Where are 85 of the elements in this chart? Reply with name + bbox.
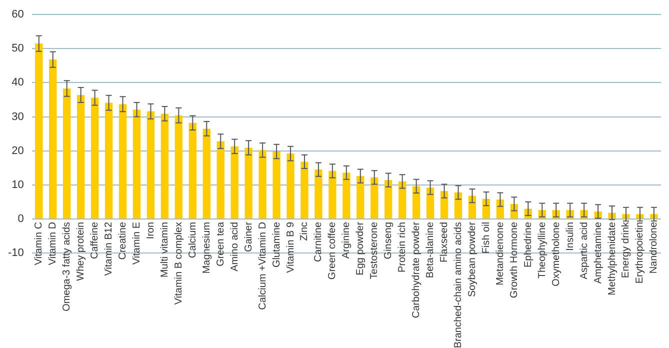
bar xyxy=(104,102,113,218)
x-tick-label: Iron xyxy=(145,222,156,240)
x-tick-label: Multi vitamin xyxy=(159,222,170,278)
x-tick-label: Beta-alanine xyxy=(425,222,436,278)
y-tick-label: -10 xyxy=(8,247,24,260)
x-tick-label: Protein rich xyxy=(397,222,408,273)
bar xyxy=(286,154,294,218)
x-tick-label: Erythropoietin xyxy=(634,222,646,284)
x-tick-label: Vitamin B12 xyxy=(104,222,115,276)
x-tick-label: Glutamine xyxy=(271,222,282,268)
x-tick-label: Ephedrine xyxy=(522,222,534,268)
x-tick-label: Flaxseed xyxy=(439,222,450,263)
bar xyxy=(118,104,127,218)
x-tick-label: Amphetamine xyxy=(592,222,604,284)
x-tick-label: Calcium xyxy=(187,222,198,258)
x-tick-label: Methylphenidate xyxy=(606,222,618,296)
x-tick-label: Insulin xyxy=(564,222,576,251)
x-tick-label: Whey protein xyxy=(76,222,87,281)
x-tick-label: Testosterone xyxy=(369,222,380,280)
bar xyxy=(230,146,238,218)
bar xyxy=(63,88,71,218)
bar xyxy=(440,191,448,218)
x-tick-label: Nandrolone xyxy=(648,222,660,274)
x-tick-label: Vitamin E xyxy=(131,222,142,265)
bar xyxy=(370,177,378,218)
bar xyxy=(342,172,350,218)
x-tick-label: Soybean powder xyxy=(466,221,478,298)
y-tick-label: 60 xyxy=(12,8,24,21)
bar xyxy=(258,150,266,218)
bar xyxy=(244,148,252,218)
bar xyxy=(398,181,406,218)
x-tick-label: Branched-chain amino acids xyxy=(453,222,464,348)
x-tick-label: Carnitine xyxy=(313,222,324,262)
x-tick-label: Vitamin B 9 xyxy=(285,222,296,273)
x-tick-label: Carbohydrate powder xyxy=(411,221,422,318)
bar xyxy=(412,186,420,218)
bar xyxy=(49,60,57,218)
x-tick-label: Arginine xyxy=(341,222,352,259)
x-tick-label: Egg powder xyxy=(355,221,366,276)
bar xyxy=(328,170,336,218)
bar xyxy=(174,115,183,218)
x-tick-label: Vitamin D xyxy=(48,222,59,266)
x-tick-label: Oxymetholone xyxy=(550,222,562,286)
y-tick-label: 20 xyxy=(12,144,24,157)
bar xyxy=(188,122,196,218)
x-tick-label: Calcium +Vitamin D xyxy=(257,222,268,310)
y-tick-label: 10 xyxy=(12,178,24,191)
bar xyxy=(468,196,476,218)
x-tick-label: Gainer xyxy=(243,221,254,252)
x-tick-label: Creatine xyxy=(118,222,129,260)
bar xyxy=(90,98,99,218)
bar xyxy=(202,128,210,218)
y-tick-label: 0 xyxy=(18,212,24,225)
x-tick-label: Amino acid xyxy=(229,222,240,272)
bar xyxy=(300,162,308,218)
bar xyxy=(132,110,141,218)
y-tick-label: 40 xyxy=(12,76,24,89)
y-tick-label: 50 xyxy=(12,42,24,55)
x-tick-label: Fish oil xyxy=(480,222,492,254)
bar xyxy=(426,188,434,218)
x-tick-label: Green tea xyxy=(215,222,226,266)
bar xyxy=(146,111,155,218)
bar xyxy=(160,114,169,218)
x-tick-label: Zinc xyxy=(299,222,310,241)
x-tick-label: Green coffee xyxy=(327,222,338,280)
x-tick-label: Metandienone xyxy=(494,222,506,286)
x-tick-label: Caffeine xyxy=(90,222,101,260)
x-tick-label: Growth Hormone xyxy=(508,222,520,298)
x-tick-label: Aspartic acid xyxy=(578,222,590,280)
x-tick-label: Omega-3 fatty acids xyxy=(62,222,73,312)
bar xyxy=(356,176,364,218)
bar xyxy=(35,44,43,218)
x-tick-label: Theophylline xyxy=(536,222,548,279)
bar xyxy=(76,94,85,218)
x-tick-label: Magnesium xyxy=(201,222,212,274)
bar xyxy=(272,152,280,218)
x-tick-label: Vitamin B complex xyxy=(173,222,184,305)
x-tick-label: Energy drink xyxy=(620,220,632,278)
x-tick-label: Vitamin C xyxy=(34,222,45,266)
y-tick-label: 30 xyxy=(12,110,24,123)
bar xyxy=(216,141,224,218)
bar xyxy=(314,170,322,218)
x-tick-label: Ginseng xyxy=(383,222,394,260)
bar xyxy=(454,192,462,218)
bar xyxy=(384,180,392,218)
